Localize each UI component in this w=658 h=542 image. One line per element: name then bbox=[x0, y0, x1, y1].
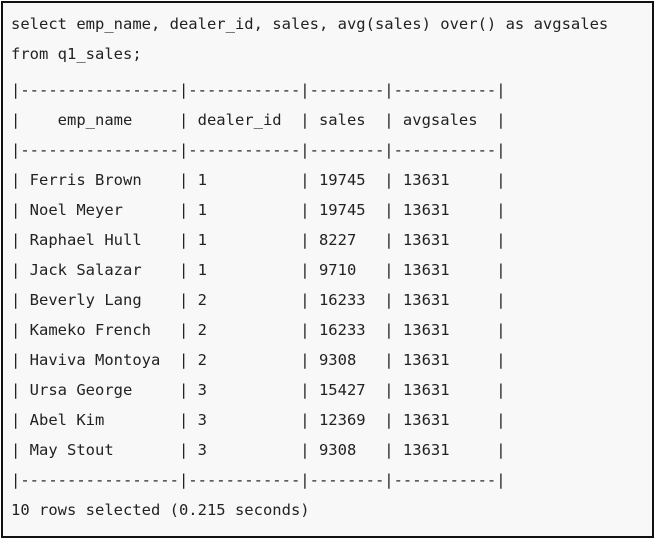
table-border-mid: |-----------------|------------|--------… bbox=[11, 141, 506, 159]
table-row: | Jack Salazar | 1 | 9710 | 13631 | bbox=[11, 261, 506, 279]
table-border-bottom: |-----------------|------------|--------… bbox=[11, 471, 506, 489]
table-border-top: |-----------------|------------|--------… bbox=[11, 81, 506, 99]
table-row: | May Stout | 3 | 9308 | 13631 | bbox=[11, 441, 506, 459]
table-row: | Raphael Hull | 1 | 8227 | 13631 | bbox=[11, 231, 506, 249]
table-row: | Ursa George | 3 | 15427 | 13631 | bbox=[11, 381, 506, 399]
table-row: | Beverly Lang | 2 | 16233 | 13631 | bbox=[11, 291, 506, 309]
query-line-select: select emp_name, dealer_id, sales, avg(s… bbox=[11, 15, 609, 33]
result-summary: 10 rows selected (0.215 seconds) bbox=[11, 501, 310, 519]
table-row: | Ferris Brown | 1 | 19745 | 13631 | bbox=[11, 171, 506, 189]
table-row: | Haviva Montoya | 2 | 9308 | 13631 | bbox=[11, 351, 506, 369]
table-header-row: | emp_name | dealer_id | sales | avgsale… bbox=[11, 111, 506, 129]
table-row: | Noel Meyer | 1 | 19745 | 13631 | bbox=[11, 201, 506, 219]
table-row: | Abel Kim | 3 | 12369 | 13631 | bbox=[11, 411, 506, 429]
query-output: select emp_name, dealer_id, sales, avg(s… bbox=[11, 9, 608, 525]
table-row: | Kameko French | 2 | 16233 | 13631 | bbox=[11, 321, 506, 339]
query-line-from: from q1_sales; bbox=[11, 45, 142, 63]
